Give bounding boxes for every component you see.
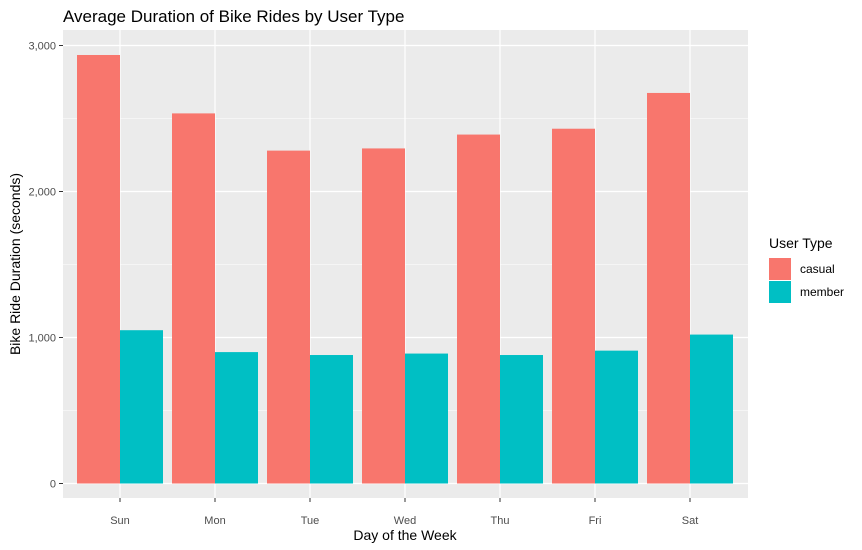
y-tick-label: 2,000 [28, 187, 56, 199]
bar-member-wed [405, 353, 448, 484]
bar-casual-thu [457, 134, 500, 484]
x-tick-label: Thu [491, 515, 510, 527]
legend-label-member: member [800, 285, 844, 299]
bar-casual-tue [267, 150, 310, 484]
x-tick-label: Tue [301, 515, 320, 527]
legend: User Type casual member [769, 235, 844, 303]
x-tick-label: Wed [394, 515, 416, 527]
x-tick-label: Sun [110, 515, 130, 527]
y-tick-label: 3,000 [28, 41, 56, 53]
bars [77, 54, 733, 484]
legend-title: User Type [769, 235, 833, 251]
y-tick-label: 0 [50, 479, 56, 491]
bar-casual-wed [362, 148, 405, 484]
bar-casual-fri [552, 128, 595, 484]
bar-casual-sat [647, 92, 690, 484]
bar-member-fri [595, 350, 638, 484]
bar-member-tue [310, 355, 353, 484]
x-tick-label: Fri [589, 515, 602, 527]
bar-member-sun [120, 330, 163, 484]
bar-casual-sun [77, 54, 120, 484]
bar-member-thu [500, 355, 543, 484]
x-tick-label: Mon [204, 515, 225, 527]
y-axis-title: Bike Ride Duration (seconds) [7, 173, 23, 355]
y-axis: 0 1,000 2,000 3,000 [28, 41, 63, 491]
bar-member-sat [690, 334, 733, 484]
x-tick-label: Sat [682, 515, 699, 527]
legend-key-member [769, 281, 791, 303]
bar-casual-mon [172, 113, 215, 484]
bar-member-mon [215, 352, 258, 484]
legend-key-casual [769, 258, 791, 280]
y-tick-label: 1,000 [28, 333, 56, 345]
x-axis: Sun Mon Tue Wed Thu Fri Sat [110, 498, 698, 527]
x-axis-title: Day of the Week [353, 527, 457, 543]
chart-title: Average Duration of Bike Rides by User T… [63, 7, 404, 26]
legend-label-casual: casual [800, 262, 835, 276]
